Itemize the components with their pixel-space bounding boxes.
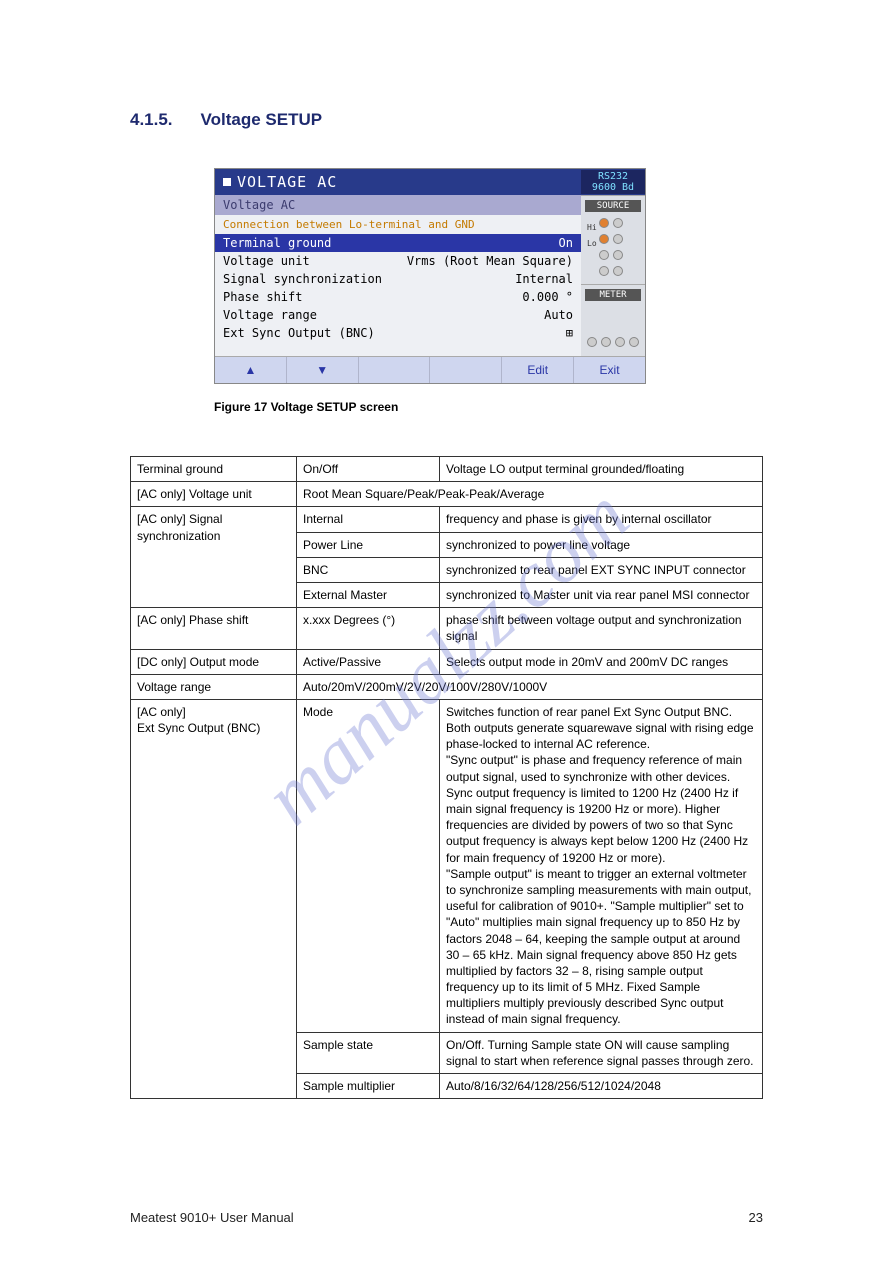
table-cell: [AC only] Voltage unit [131, 482, 297, 507]
softkey-edit[interactable]: Edit [502, 357, 574, 383]
table-cell: synchronized to power line voltage [440, 532, 763, 557]
parameter-table: Terminal groundOn/OffVoltage LO output t… [130, 456, 763, 1099]
table-cell: Terminal ground [131, 457, 297, 482]
table-cell: Internal [297, 507, 440, 532]
table-row: Terminal groundOn/OffVoltage LO output t… [131, 457, 763, 482]
table-cell: Sample state [297, 1032, 440, 1073]
figure-caption: Figure 17 Voltage SETUP screen [214, 400, 763, 414]
footer-right: 23 [749, 1210, 763, 1225]
device-setting-row[interactable]: Phase shift0.000 ° [215, 288, 581, 306]
table-cell: Power Line [297, 532, 440, 557]
device-connection-info: RS232 9600 Bd [581, 170, 645, 194]
table-cell: Voltage range [131, 674, 297, 699]
table-cell: frequency and phase is given by internal… [440, 507, 763, 532]
table-cell: Auto/8/16/32/64/128/256/512/1024/2048 [440, 1074, 763, 1099]
device-title: VOLTAGE AC [215, 173, 581, 191]
panel-title: Voltage AC [215, 195, 581, 215]
table-cell: Sample multiplier [297, 1074, 440, 1099]
softkey-exit[interactable]: Exit [574, 357, 645, 383]
softkey-up[interactable]: ▲ [215, 357, 287, 383]
table-row: [AC only] Voltage unitRoot Mean Square/P… [131, 482, 763, 507]
device-setting-row[interactable]: Voltage unitVrms (Root Mean Square) [215, 252, 581, 270]
table-cell: [AC only] Ext Sync Output (BNC) [131, 699, 297, 1098]
device-setting-row[interactable]: Voltage rangeAuto [215, 306, 581, 324]
device-setting-row[interactable]: Signal synchronizationInternal [215, 270, 581, 288]
meter-panel: METER [581, 284, 645, 356]
table-cell: Switches function of rear panel Ext Sync… [440, 699, 763, 1032]
softkey-blank [359, 357, 431, 383]
table-cell: Mode [297, 699, 440, 1032]
table-cell: phase shift between voltage output and s… [440, 608, 763, 649]
section-number: 4.1.5. [130, 110, 173, 129]
table-cell: Auto/20mV/200mV/2V/20V/100V/280V/1000V [297, 674, 763, 699]
table-row: [DC only] Output modeActive/PassiveSelec… [131, 649, 763, 674]
softkey-blank [430, 357, 502, 383]
table-cell: Selects output mode in 20mV and 200mV DC… [440, 649, 763, 674]
table-cell: On/Off. Turning Sample state ON will cau… [440, 1032, 763, 1073]
table-cell: x.xxx Degrees (°) [297, 608, 440, 649]
table-row: [AC only] Ext Sync Output (BNC)ModeSwitc… [131, 699, 763, 1032]
device-screenshot: VOLTAGE AC RS232 9600 Bd Voltage AC Conn… [214, 168, 646, 384]
table-cell: synchronized to rear panel EXT SYNC INPU… [440, 557, 763, 582]
table-row: Voltage rangeAuto/20mV/200mV/2V/20V/100V… [131, 674, 763, 699]
footer-left: Meatest 9010+ User Manual [130, 1210, 294, 1225]
table-cell: [AC only] Phase shift [131, 608, 297, 649]
table-cell: External Master [297, 582, 440, 607]
device-setting-row[interactable]: Ext Sync Output (BNC)⊞ [215, 324, 581, 342]
table-cell: Active/Passive [297, 649, 440, 674]
section-title: Voltage SETUP [201, 110, 323, 129]
source-panel: SOURCE Hi Lo [581, 195, 645, 284]
table-cell: [DC only] Output mode [131, 649, 297, 674]
table-row: [AC only] Phase shiftx.xxx Degrees (°)ph… [131, 608, 763, 649]
table-cell: synchronized to Master unit via rear pan… [440, 582, 763, 607]
table-cell: Voltage LO output terminal grounded/floa… [440, 457, 763, 482]
table-cell: On/Off [297, 457, 440, 482]
section-heading: 4.1.5. Voltage SETUP [130, 110, 763, 130]
table-cell: [AC only] Signal synchronization [131, 507, 297, 608]
device-setting-row[interactable]: Terminal groundOn [215, 234, 581, 252]
table-cell: BNC [297, 557, 440, 582]
softkey-down[interactable]: ▼ [287, 357, 359, 383]
table-row: [AC only] Signal synchronizationInternal… [131, 507, 763, 532]
panel-description: Connection between Lo-terminal and GND [215, 215, 581, 234]
table-cell: Root Mean Square/Peak/Peak-Peak/Average [297, 482, 763, 507]
